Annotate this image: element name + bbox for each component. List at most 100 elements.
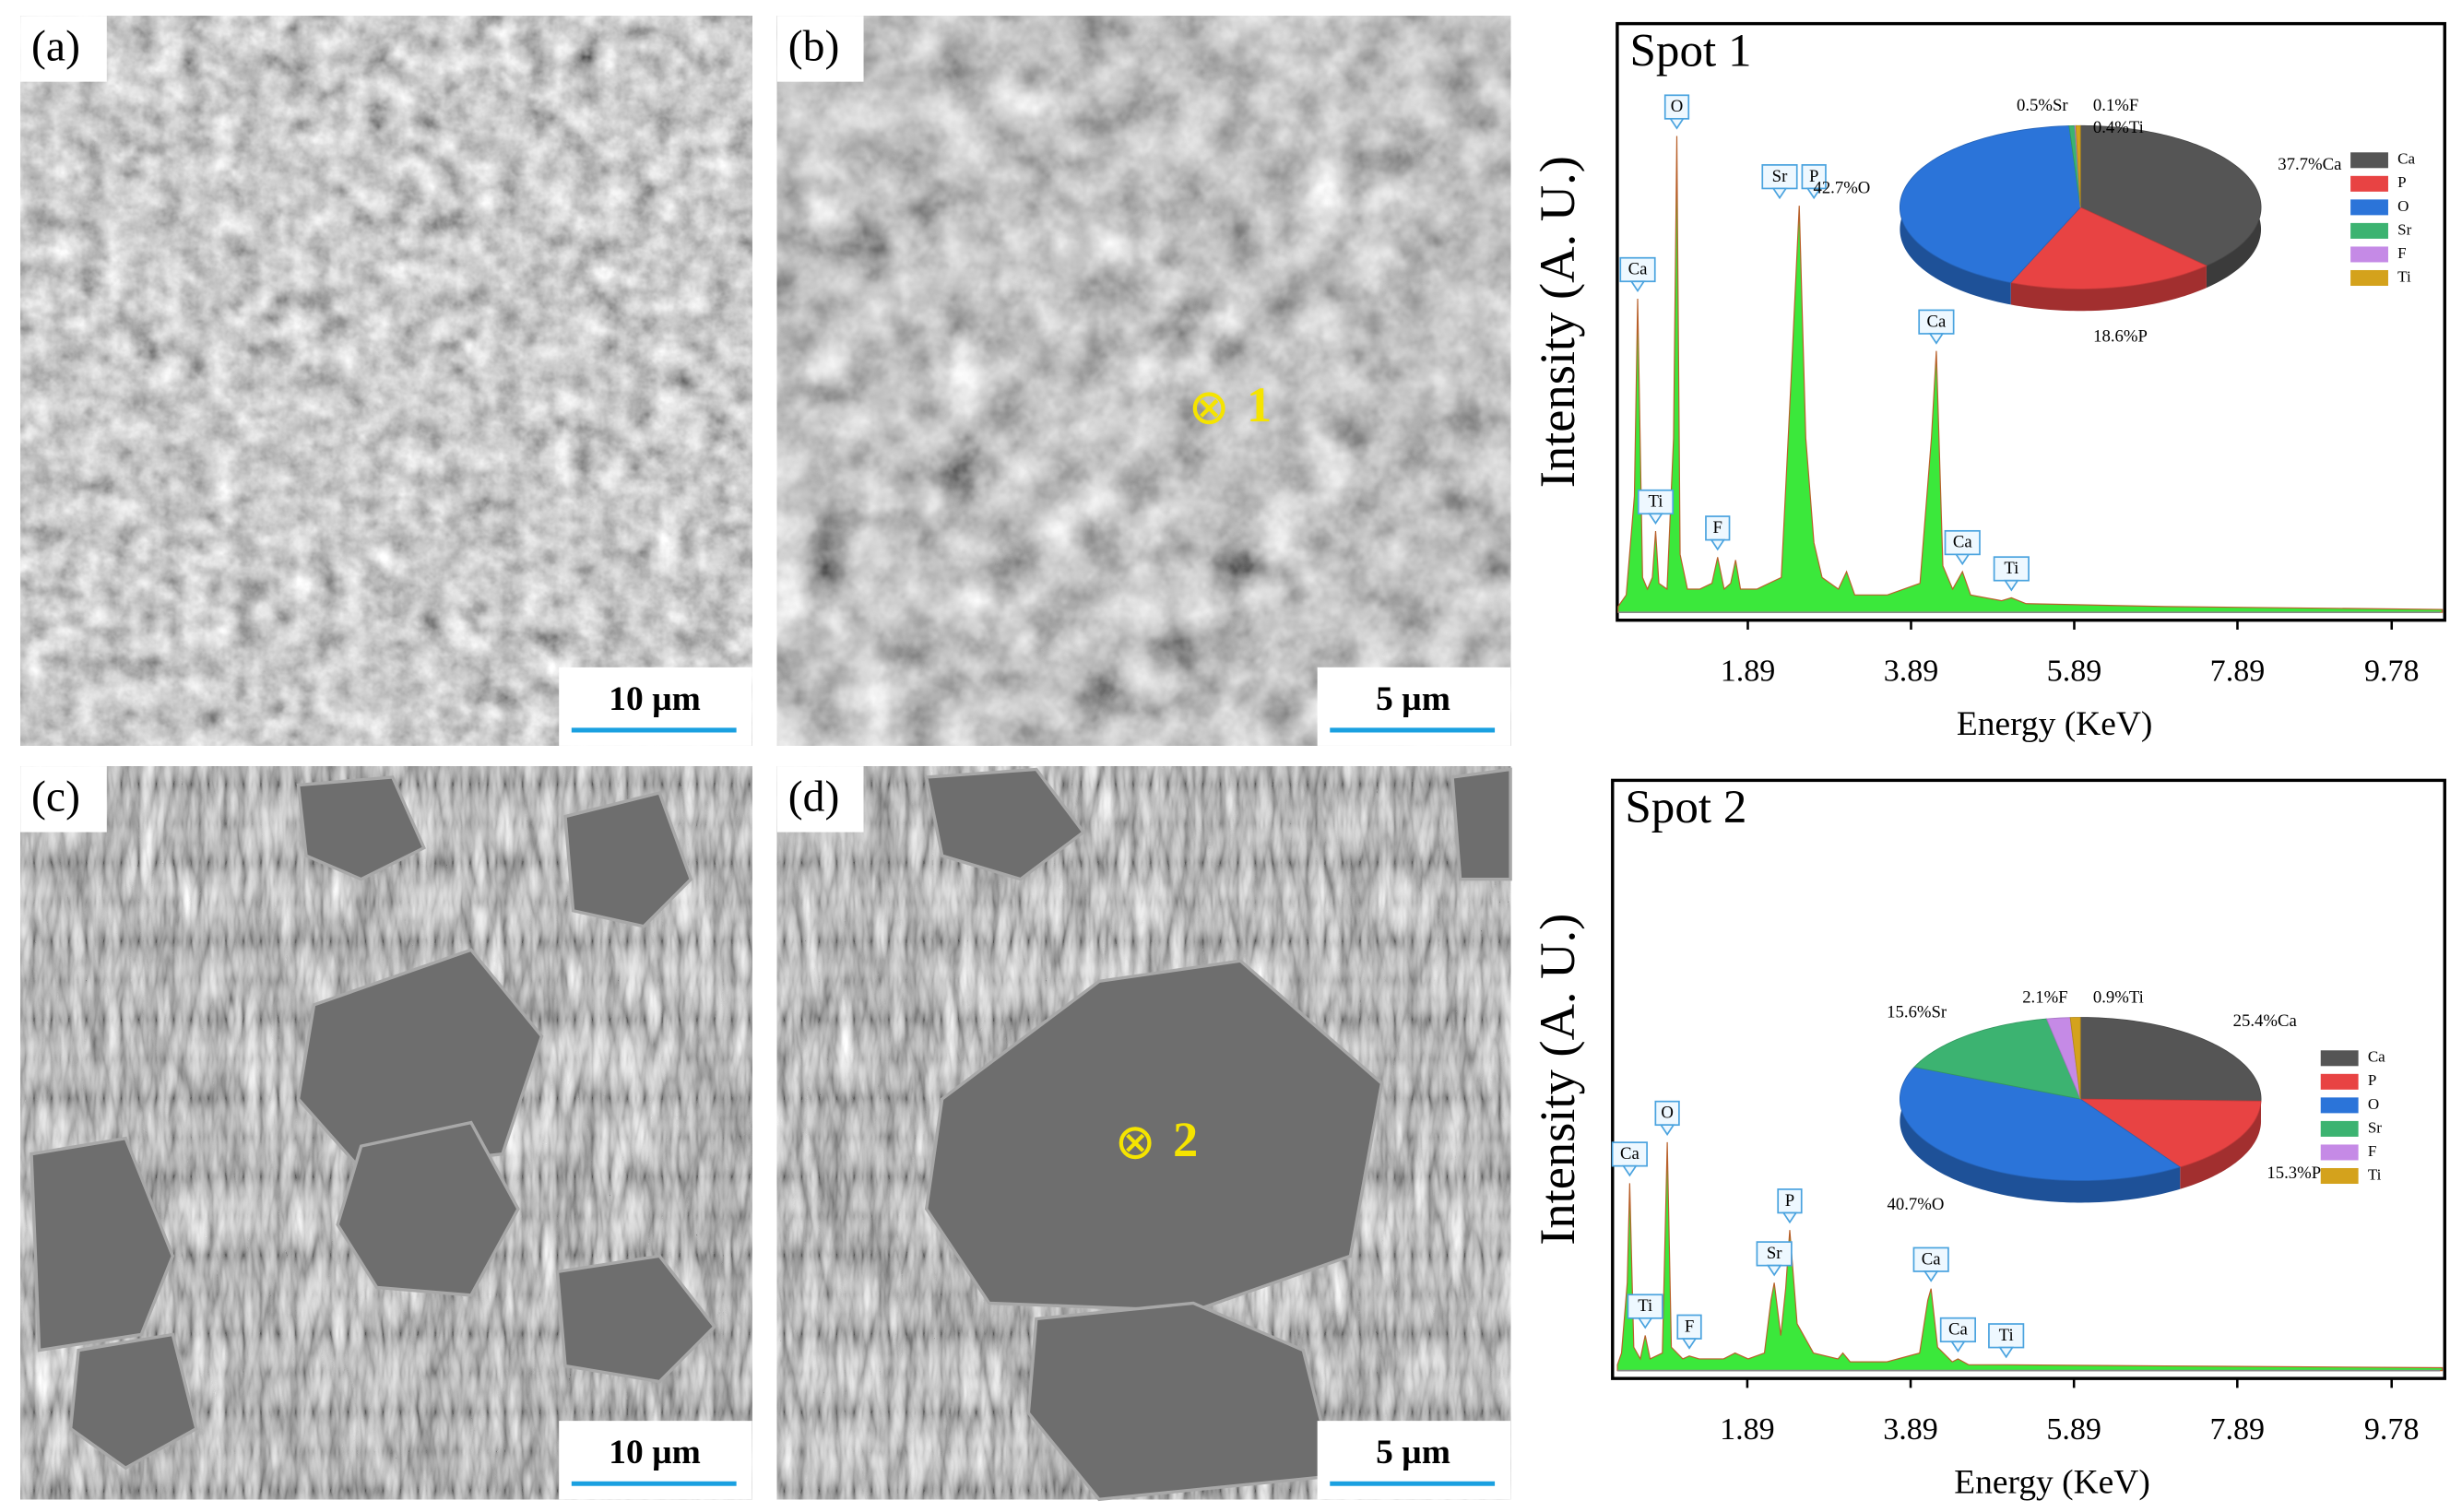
pie-slice	[2078, 1098, 2262, 1168]
scale-bar-label: 5 µm	[1376, 1434, 1450, 1471]
legend-label: O	[2368, 1095, 2379, 1113]
spot-label: 2	[1173, 1111, 1198, 1167]
pie-label: 25.4%Ca	[2233, 1011, 2298, 1031]
legend-swatch	[2320, 1120, 2359, 1137]
pie-label: 40.7%O	[1887, 1195, 1944, 1214]
legend-label: P	[2368, 1071, 2376, 1089]
crystal	[68, 1332, 198, 1471]
legend-label: F	[2397, 244, 2406, 262]
pie-slice	[2075, 124, 2081, 207]
peak-pointer	[2003, 579, 2019, 592]
peak-label: Sr	[1767, 1244, 1782, 1263]
peak-label: Ti	[1999, 1326, 2014, 1345]
spot-marker	[1192, 392, 1225, 425]
peak-callout	[1912, 1246, 1949, 1272]
panel-label: (a)	[31, 23, 80, 71]
x-tick-label: 5.89	[2047, 654, 2102, 688]
x-tick-label: 9.78	[2364, 654, 2420, 688]
crystal	[296, 775, 426, 881]
crystal	[555, 1254, 717, 1384]
pie-slice	[2079, 1017, 2262, 1102]
legend-swatch	[2350, 246, 2388, 263]
panel-overlays: (a) 10 µm (b) 5 µm 1 (c) 10 µm (d) 5 µm 2	[20, 16, 1511, 1500]
peak-callout	[1988, 1323, 2025, 1349]
crystal	[30, 1136, 175, 1353]
legend-label: Ti	[2397, 267, 2411, 285]
x-tick-label: 7.89	[2210, 654, 2266, 688]
pie-slice	[2079, 124, 2262, 266]
scale-bar-box	[559, 667, 752, 746]
peak-label: Sr	[1772, 167, 1788, 186]
pie-label: 0.4%Ti	[2093, 118, 2144, 137]
pie-label: 2.1%F	[2022, 987, 2067, 1007]
peak-label: Ca	[1948, 1320, 1968, 1340]
peak-pointer	[1998, 1346, 2015, 1359]
spot-marker-cross	[1200, 398, 1219, 418]
legend-swatch	[2350, 222, 2388, 239]
x-tick-label: 3.89	[1883, 1412, 1938, 1447]
peak-pointer	[1669, 117, 1685, 130]
peak-callout	[1918, 309, 1955, 335]
pie-label: 42.7%O	[1813, 178, 1870, 197]
peak-label: Ti	[1648, 492, 1663, 512]
peak-callout	[1777, 1188, 1803, 1214]
peak-label: Ti	[1638, 1296, 1652, 1316]
peak-pointer	[1766, 1264, 1782, 1277]
legend-swatch	[2320, 1167, 2359, 1185]
panel-label: (d)	[788, 773, 840, 821]
panel-label-box	[20, 766, 107, 833]
peak-label: O	[1671, 97, 1684, 116]
pie-side	[1900, 1067, 2181, 1203]
x-axis-label: Energy (KeV)	[1957, 705, 2153, 743]
legend-swatch	[2320, 1097, 2359, 1114]
pie-label: 15.6%Sr	[1887, 1002, 1947, 1022]
legend-swatch	[2320, 1073, 2359, 1090]
peak-callout	[1756, 1241, 1793, 1267]
peak-label: F	[1713, 518, 1722, 537]
pie-slice	[2069, 1017, 2081, 1100]
legend-label: Ca	[2397, 150, 2415, 168]
crystal	[336, 1120, 520, 1297]
pie-label: 0.5%Sr	[2017, 96, 2068, 115]
peak-pointer	[1710, 538, 1726, 551]
legend-swatch	[2350, 175, 2388, 192]
chart-frame	[1616, 21, 2446, 622]
panel-label: (b)	[788, 23, 840, 71]
spot-marker-cross	[1126, 1133, 1145, 1152]
pie-side	[2010, 266, 2207, 312]
peak-pointer	[1781, 1211, 1798, 1224]
sem-images	[20, 16, 1512, 1502]
sem-image	[20, 16, 752, 746]
scale-bar-label: 10 µm	[609, 680, 701, 718]
legend-label: P	[2397, 173, 2406, 191]
peak-pointer	[1805, 187, 1822, 200]
legend-swatch	[2320, 1050, 2359, 1067]
chart-title: Spot 2	[1625, 781, 1746, 833]
crystal	[563, 790, 693, 928]
peak-label: Ca	[1620, 1144, 1639, 1164]
peak-label: P	[1785, 1191, 1794, 1211]
y-axis-label: Intensity (A. U.)	[1529, 914, 1585, 1246]
scale-bar-label: 5 µm	[1376, 680, 1450, 718]
pie-label: 0.1%F	[2093, 96, 2138, 115]
panel-label-box	[776, 16, 864, 82]
x-axis-label: Energy (KeV)	[1954, 1464, 2150, 1502]
peak-pointer	[1659, 1124, 1675, 1136]
peak-label: Ca	[1922, 1249, 1941, 1269]
pie-label: 18.6%P	[2093, 326, 2148, 346]
legend-label: F	[2368, 1142, 2376, 1160]
peak-pointer	[1954, 553, 1971, 566]
crystal	[296, 948, 544, 1172]
crystal	[924, 959, 1384, 1313]
peak-label: Ti	[2004, 559, 2018, 578]
pie-label: 0.9%Ti	[2093, 987, 2144, 1007]
peak-callout	[1939, 1317, 1976, 1343]
scale-bar-box	[559, 1421, 752, 1500]
crystal	[924, 767, 1086, 881]
spectrum	[1617, 136, 2444, 613]
scale-bar-label: 10 µm	[609, 1434, 701, 1471]
legend-swatch	[2320, 1144, 2359, 1161]
legend-label: Ca	[2368, 1048, 2385, 1066]
peak-callout	[1637, 489, 1675, 515]
pie-slice	[1913, 1018, 2081, 1100]
